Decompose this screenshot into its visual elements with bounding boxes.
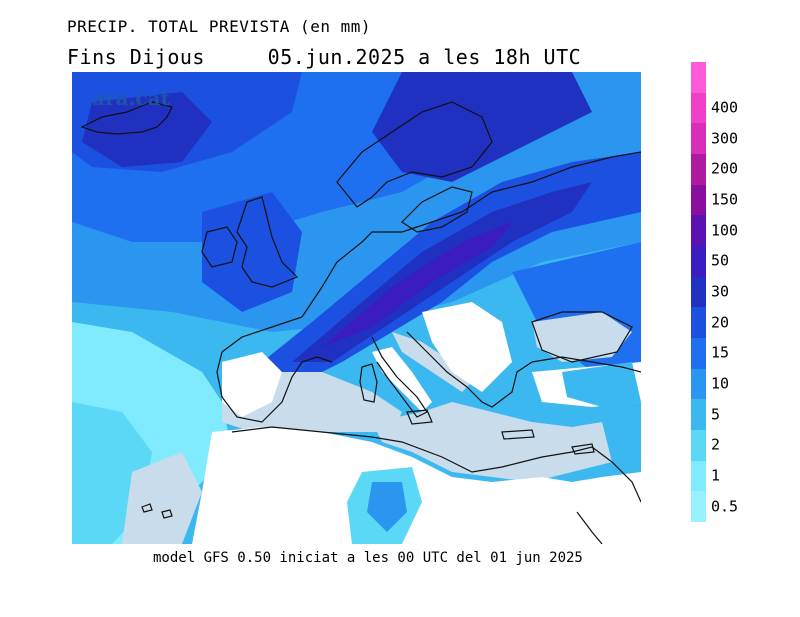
legend-label: 1 bbox=[711, 466, 721, 485]
legend-label: 5 bbox=[711, 405, 721, 424]
legend-label: 50 bbox=[711, 251, 730, 270]
legend-swatch bbox=[691, 184, 706, 216]
legend-swatch bbox=[691, 276, 706, 308]
legend-swatch bbox=[691, 338, 706, 369]
watermark-logo: ara.cat bbox=[92, 86, 170, 110]
coast-crete bbox=[501, 429, 535, 440]
precip-veryheavy-iceland bbox=[82, 92, 212, 167]
coastlines bbox=[80, 101, 641, 544]
coast-turkey bbox=[531, 356, 641, 373]
legend-label: 300 bbox=[711, 129, 739, 148]
sea-atlantic-sw bbox=[122, 452, 202, 544]
legend-swatch bbox=[691, 215, 706, 246]
coast-sicily bbox=[406, 409, 433, 425]
precip-heavy-scandinavia bbox=[372, 72, 592, 182]
coast-iberia bbox=[216, 351, 333, 423]
legend-label: 100 bbox=[711, 221, 739, 240]
legend-swatch bbox=[691, 430, 706, 461]
legend-swatch bbox=[691, 92, 706, 124]
legend-label: 150 bbox=[711, 190, 739, 209]
coast-north-africa bbox=[231, 426, 641, 503]
model-info: model GFS 0.50 iniciat a les 00 UTC del … bbox=[153, 550, 583, 566]
land-balkans bbox=[422, 302, 512, 392]
coast-ireland bbox=[201, 226, 238, 268]
legend-label: 200 bbox=[711, 159, 739, 178]
precip-heavy-uk bbox=[202, 192, 302, 312]
legend-label: 10 bbox=[711, 374, 730, 393]
sea-adriatic bbox=[392, 332, 472, 392]
legend-label: 30 bbox=[711, 282, 730, 301]
coast-red-sea bbox=[576, 511, 603, 544]
coast-scandinavia bbox=[336, 101, 493, 208]
color-legend-labels: 0.5 1 2 5 10 15 20 30 50 100 150 200 300 400 bbox=[711, 62, 771, 522]
legend-swatch bbox=[691, 246, 706, 277]
precip-blob-sahara-core bbox=[367, 482, 407, 532]
legend-swatch bbox=[691, 491, 706, 522]
color-legend bbox=[691, 62, 706, 522]
legend-swatch bbox=[691, 62, 706, 93]
legend-swatch bbox=[691, 399, 706, 430]
legend-label: 20 bbox=[711, 313, 730, 332]
precip-blob-turkey bbox=[562, 362, 641, 407]
legend-swatch bbox=[691, 123, 706, 154]
legend-label: 2 bbox=[711, 435, 721, 454]
legend-swatch bbox=[691, 460, 706, 492]
coast-black-sea bbox=[531, 311, 633, 363]
precipitation-map: ara.cat bbox=[72, 72, 641, 544]
legend-label: 0.5 bbox=[711, 497, 739, 516]
sea-black bbox=[532, 312, 632, 362]
coast-cyprus bbox=[571, 443, 595, 455]
legend-swatch bbox=[691, 307, 706, 338]
coast-iceland bbox=[80, 101, 173, 135]
coast-italy bbox=[371, 336, 428, 418]
coast-baltic bbox=[401, 186, 473, 233]
coast-great-britain bbox=[236, 196, 299, 288]
map-subtitle: Fins Dijous 05.jun.2025 a les 18h UTC bbox=[67, 45, 582, 69]
coast-canaries bbox=[141, 503, 173, 519]
precip-band-max bbox=[322, 222, 512, 347]
legend-label: 15 bbox=[711, 343, 730, 362]
map-title: PRECIP. TOTAL PREVISTA (en mm) bbox=[67, 17, 371, 36]
land-iberia-south bbox=[222, 352, 282, 417]
legend-swatch bbox=[691, 368, 706, 400]
coast-europe-continent bbox=[221, 151, 641, 353]
coast-sardinia-corsica bbox=[359, 363, 378, 403]
legend-swatch bbox=[691, 154, 706, 185]
legend-label: 400 bbox=[711, 98, 739, 117]
coast-balkans bbox=[406, 331, 533, 408]
